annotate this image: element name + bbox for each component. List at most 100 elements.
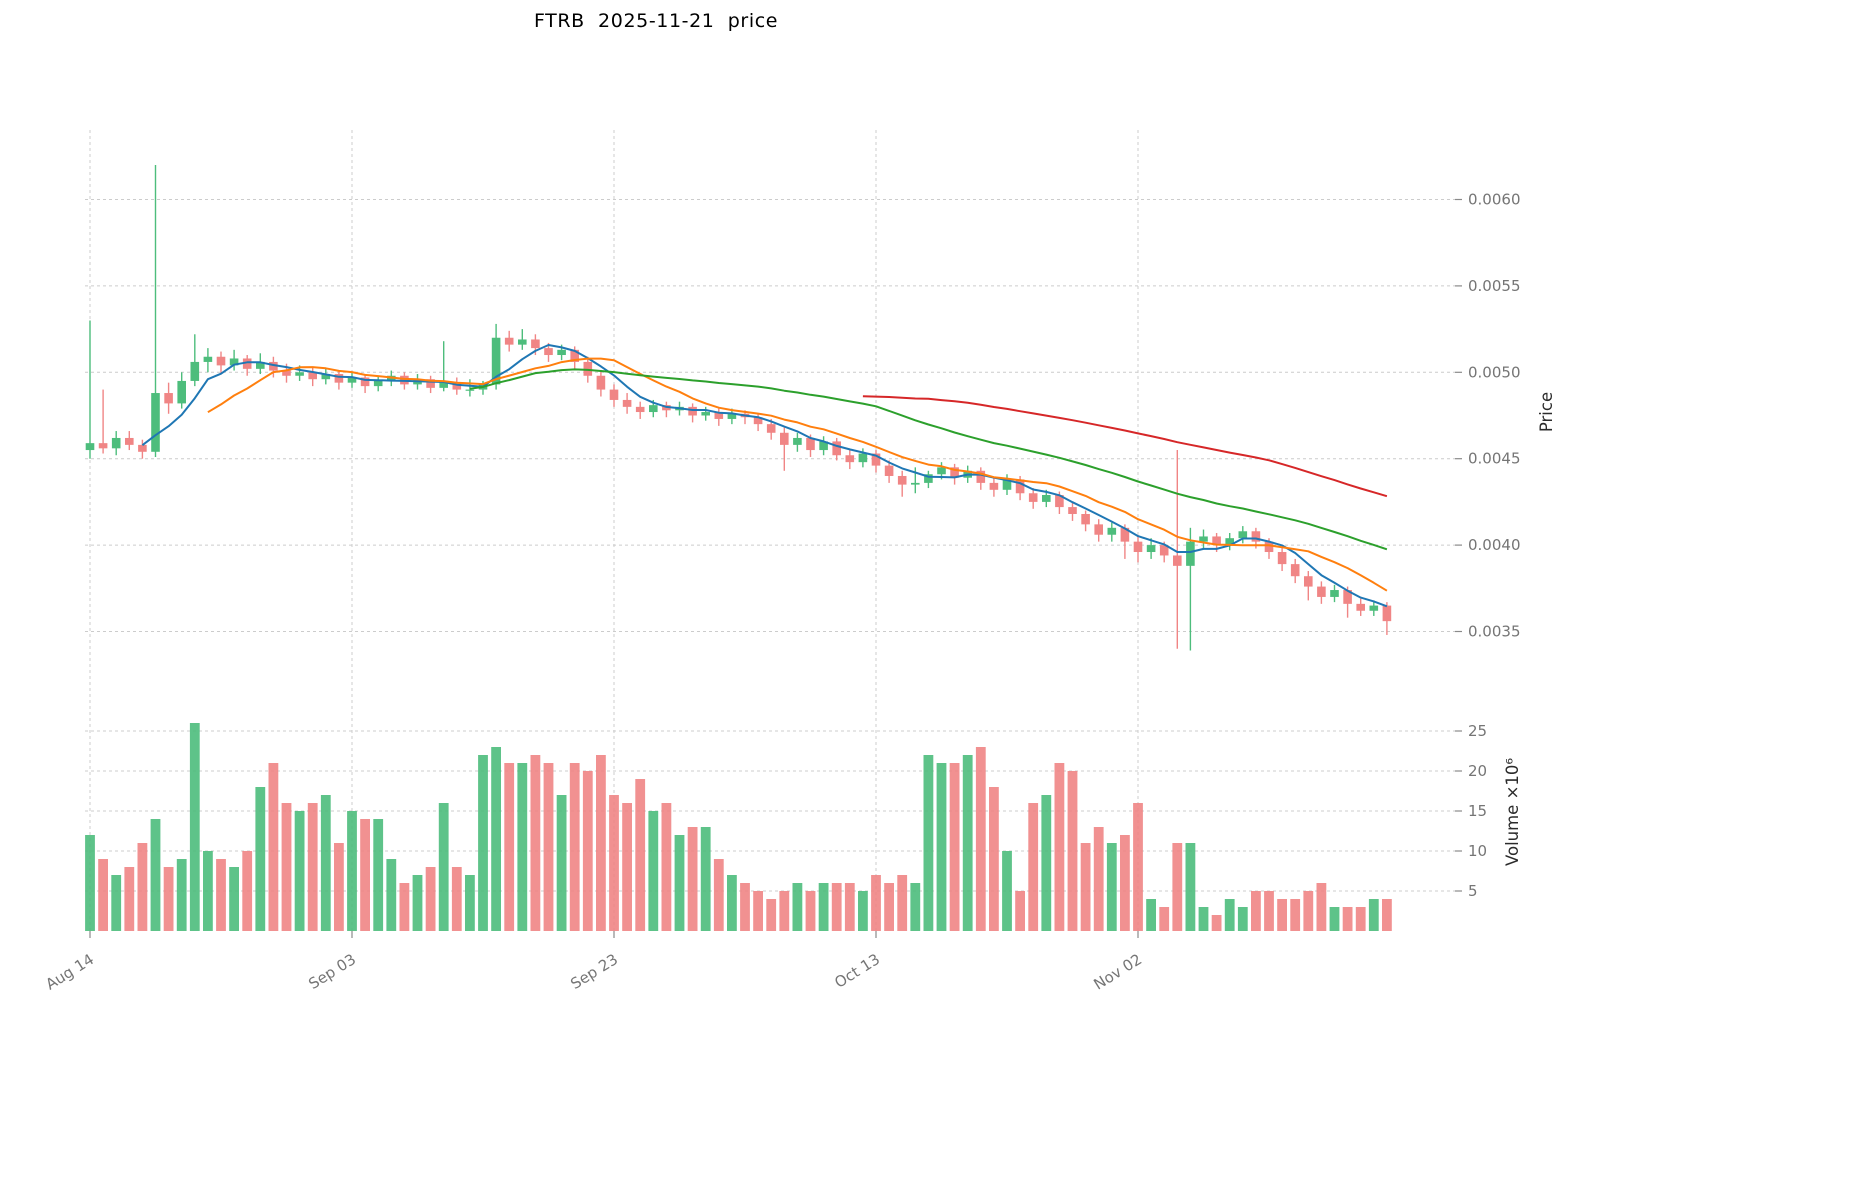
volume-bar	[805, 891, 816, 931]
candle-body	[1002, 479, 1012, 490]
candle-body	[1199, 536, 1208, 542]
volume-bar	[858, 891, 868, 931]
volume-bar	[412, 875, 423, 931]
candle-body	[1212, 536, 1221, 546]
candle-body	[937, 467, 946, 475]
volume-bar	[1329, 907, 1340, 931]
volume-bar	[648, 811, 659, 931]
candle-body	[1356, 603, 1365, 611]
candle-body	[216, 356, 226, 366]
candle-body	[98, 443, 108, 449]
candle-body	[583, 361, 593, 376]
volume-bar	[268, 763, 279, 931]
candle-body	[701, 412, 710, 416]
candle-body	[439, 382, 448, 388]
volume-bar	[360, 819, 370, 931]
candle-body	[203, 356, 213, 362]
volume-bar	[923, 755, 934, 931]
volume-bar	[1120, 835, 1130, 931]
candle-body	[373, 380, 383, 387]
candle-body	[321, 374, 331, 380]
candle-body	[1238, 531, 1248, 539]
volume-bar	[98, 859, 108, 931]
candle-body	[1264, 541, 1274, 553]
candle-body	[570, 349, 579, 362]
volume-bar	[347, 811, 357, 931]
price-tick-label: 0.0040	[1468, 536, 1521, 554]
candle-body	[138, 444, 147, 452]
volume-bar	[1251, 891, 1261, 931]
volume-bar	[1159, 907, 1170, 931]
volume-bar	[137, 843, 148, 931]
candle-body	[1107, 527, 1117, 535]
candle-body	[531, 339, 540, 349]
volume-bar	[1198, 907, 1209, 931]
date-tick-label: Sep 03	[305, 950, 359, 993]
candle-body	[1369, 605, 1379, 611]
candle-body	[1081, 513, 1090, 525]
date-tick-label: Nov 02	[1091, 950, 1146, 993]
candle-body	[1343, 590, 1352, 604]
candle-body	[125, 437, 134, 445]
volume-bar	[1028, 803, 1039, 931]
candle-body	[1186, 541, 1195, 566]
volume-bar	[216, 859, 226, 931]
price-tick-label: 0.0060	[1468, 191, 1521, 209]
ma-line-30	[469, 368, 1388, 551]
volume-bar	[1093, 827, 1104, 931]
candle-body	[85, 443, 95, 451]
candle-body	[911, 482, 920, 485]
volume-bar	[792, 883, 803, 931]
volume-bar	[1015, 891, 1025, 931]
candle-body	[269, 361, 278, 371]
candle-body	[242, 358, 252, 369]
candle-body	[452, 382, 462, 390]
volume-bar	[975, 747, 986, 931]
volume-bar	[1382, 899, 1392, 931]
volume-bar	[334, 843, 344, 931]
candle-body	[924, 474, 933, 483]
candle-body	[465, 389, 475, 391]
volume-bar	[530, 755, 541, 931]
price-tick-label: 0.0045	[1468, 450, 1521, 468]
volume-bar	[1106, 843, 1117, 931]
candle-body	[1133, 541, 1143, 553]
volume-bar	[111, 875, 122, 931]
volume-tick-label: 10	[1468, 842, 1487, 860]
candle-body	[609, 389, 619, 400]
volume-bar	[831, 883, 842, 931]
candle-body	[229, 358, 239, 366]
volume-bar	[124, 867, 135, 931]
volume-bar	[163, 867, 174, 931]
volume-bar	[962, 755, 973, 931]
candle-body	[766, 424, 776, 433]
volume-bar	[582, 771, 593, 931]
candle-body	[989, 482, 999, 490]
date-tick-label: Oct 13	[831, 950, 883, 992]
candle-body	[491, 337, 501, 385]
volume-bar	[504, 763, 515, 931]
candle-body	[111, 437, 121, 449]
volume-bar	[635, 779, 646, 931]
candle-body	[950, 467, 959, 478]
candle-body	[334, 374, 344, 383]
candle-body	[1290, 564, 1300, 577]
volume-bar	[1133, 803, 1143, 931]
volume-bar	[727, 875, 737, 931]
candle-body	[688, 406, 697, 416]
volume-bar	[556, 795, 567, 931]
candle-body	[360, 377, 370, 387]
volume-bar	[491, 747, 501, 931]
volume-bar	[255, 787, 266, 931]
volume-bar	[451, 867, 462, 931]
volume-bar	[1290, 899, 1301, 931]
candle-body	[1159, 545, 1169, 556]
ma-line-5	[141, 344, 1388, 608]
candle-body	[1146, 545, 1156, 553]
volume-bar	[779, 891, 790, 931]
volume-bar	[1067, 771, 1078, 931]
volume-tick-label: 15	[1468, 802, 1487, 820]
candle-body	[347, 377, 357, 383]
